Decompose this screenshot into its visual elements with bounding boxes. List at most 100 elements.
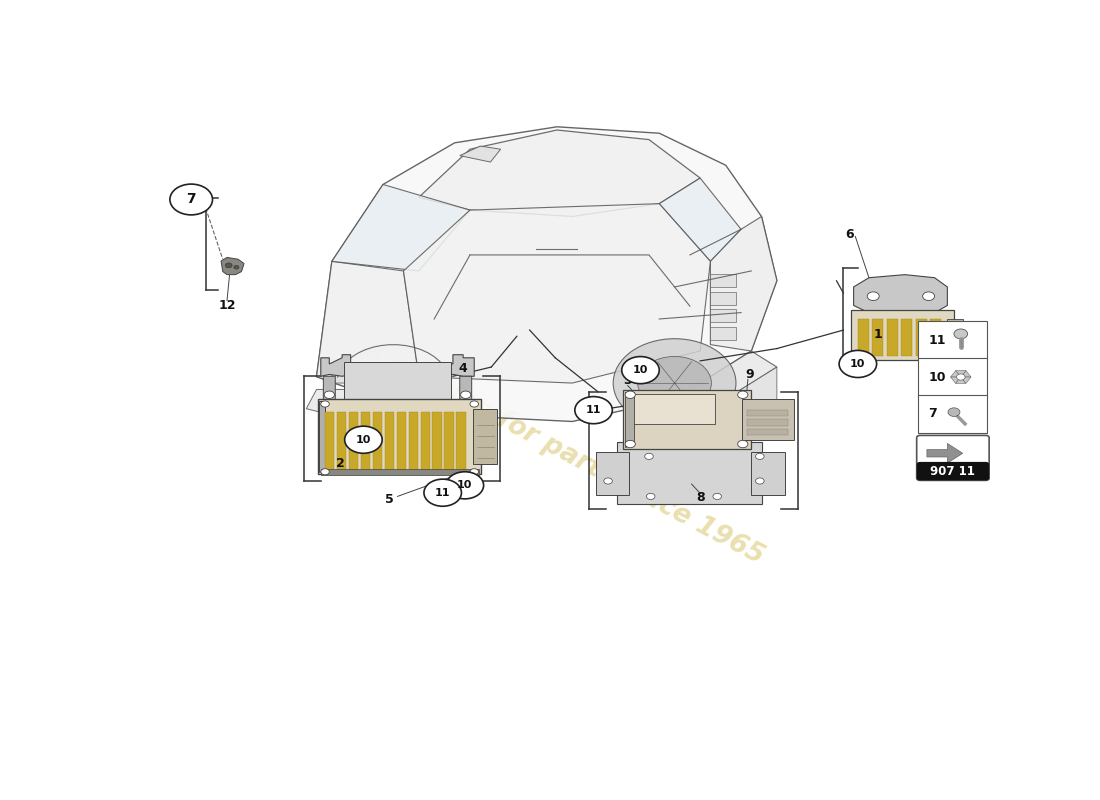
Text: 10: 10	[928, 370, 946, 383]
Polygon shape	[332, 185, 470, 271]
Bar	[931, 319, 942, 356]
Bar	[337, 412, 346, 470]
Polygon shape	[323, 376, 336, 404]
Polygon shape	[711, 292, 736, 305]
Text: 11: 11	[928, 334, 946, 346]
FancyBboxPatch shape	[851, 310, 954, 360]
Bar	[872, 319, 883, 356]
Bar	[456, 412, 465, 470]
Circle shape	[756, 454, 764, 459]
FancyBboxPatch shape	[344, 362, 451, 400]
Circle shape	[625, 391, 636, 398]
FancyBboxPatch shape	[473, 409, 497, 464]
Bar	[397, 412, 406, 470]
Text: 10: 10	[850, 359, 866, 369]
Text: 11: 11	[586, 405, 602, 415]
Polygon shape	[854, 274, 947, 316]
Polygon shape	[711, 310, 736, 322]
Circle shape	[390, 381, 396, 386]
Circle shape	[604, 478, 613, 484]
Circle shape	[424, 479, 462, 506]
FancyBboxPatch shape	[751, 452, 784, 494]
FancyBboxPatch shape	[741, 399, 794, 440]
Polygon shape	[319, 401, 326, 472]
Bar	[444, 412, 454, 470]
Text: 11: 11	[434, 488, 450, 498]
Bar	[361, 412, 371, 470]
Circle shape	[954, 329, 968, 339]
Polygon shape	[332, 367, 419, 383]
Circle shape	[613, 338, 736, 427]
FancyBboxPatch shape	[596, 452, 629, 494]
Bar	[432, 412, 442, 470]
Circle shape	[621, 357, 659, 384]
Bar	[420, 412, 430, 470]
FancyBboxPatch shape	[916, 435, 989, 480]
Circle shape	[226, 263, 232, 268]
Bar	[858, 319, 869, 356]
Polygon shape	[950, 370, 960, 377]
Circle shape	[321, 401, 329, 407]
FancyBboxPatch shape	[630, 394, 715, 424]
Polygon shape	[419, 130, 700, 217]
Circle shape	[923, 292, 935, 301]
Circle shape	[447, 472, 484, 499]
Circle shape	[461, 391, 471, 398]
Circle shape	[957, 374, 965, 380]
Bar	[385, 412, 394, 470]
Polygon shape	[950, 377, 960, 383]
Circle shape	[321, 469, 329, 475]
Polygon shape	[404, 204, 711, 383]
Bar	[373, 412, 382, 470]
Bar	[887, 319, 898, 356]
Circle shape	[388, 379, 398, 386]
Text: 3: 3	[624, 374, 632, 387]
FancyBboxPatch shape	[617, 442, 762, 505]
Circle shape	[867, 292, 879, 301]
Circle shape	[948, 408, 960, 417]
Polygon shape	[317, 127, 777, 422]
Circle shape	[625, 440, 636, 448]
Circle shape	[575, 397, 613, 424]
Polygon shape	[700, 367, 777, 431]
FancyBboxPatch shape	[916, 462, 989, 480]
Bar	[747, 419, 788, 426]
Circle shape	[638, 357, 712, 410]
Text: a passion for parts since 1965: a passion for parts since 1965	[360, 337, 768, 570]
Polygon shape	[321, 354, 474, 376]
Circle shape	[234, 266, 239, 269]
Polygon shape	[711, 327, 736, 340]
Bar	[349, 412, 359, 470]
Polygon shape	[625, 392, 634, 447]
Circle shape	[324, 391, 334, 398]
Circle shape	[169, 184, 212, 215]
Text: 8: 8	[696, 491, 704, 504]
Text: 6: 6	[845, 228, 854, 241]
Text: 907 11: 907 11	[931, 465, 976, 478]
Polygon shape	[711, 217, 777, 351]
FancyBboxPatch shape	[918, 322, 988, 359]
Text: 10: 10	[632, 365, 648, 375]
Text: 9: 9	[746, 368, 754, 381]
Polygon shape	[956, 377, 966, 383]
Polygon shape	[956, 370, 966, 377]
Polygon shape	[306, 390, 352, 415]
Bar	[916, 319, 927, 356]
Polygon shape	[460, 146, 500, 162]
Circle shape	[344, 426, 382, 454]
Circle shape	[470, 401, 478, 407]
Polygon shape	[659, 178, 741, 262]
FancyBboxPatch shape	[918, 358, 988, 396]
Circle shape	[470, 469, 478, 475]
Text: 7: 7	[928, 407, 937, 421]
Text: 7: 7	[186, 193, 196, 206]
Text: 12: 12	[218, 299, 235, 312]
Circle shape	[738, 391, 748, 398]
Polygon shape	[960, 377, 971, 383]
Bar	[920, 464, 986, 472]
Polygon shape	[317, 262, 419, 390]
Bar	[321, 469, 478, 475]
Bar	[947, 319, 962, 349]
Polygon shape	[927, 443, 962, 463]
Text: 4: 4	[459, 362, 468, 374]
